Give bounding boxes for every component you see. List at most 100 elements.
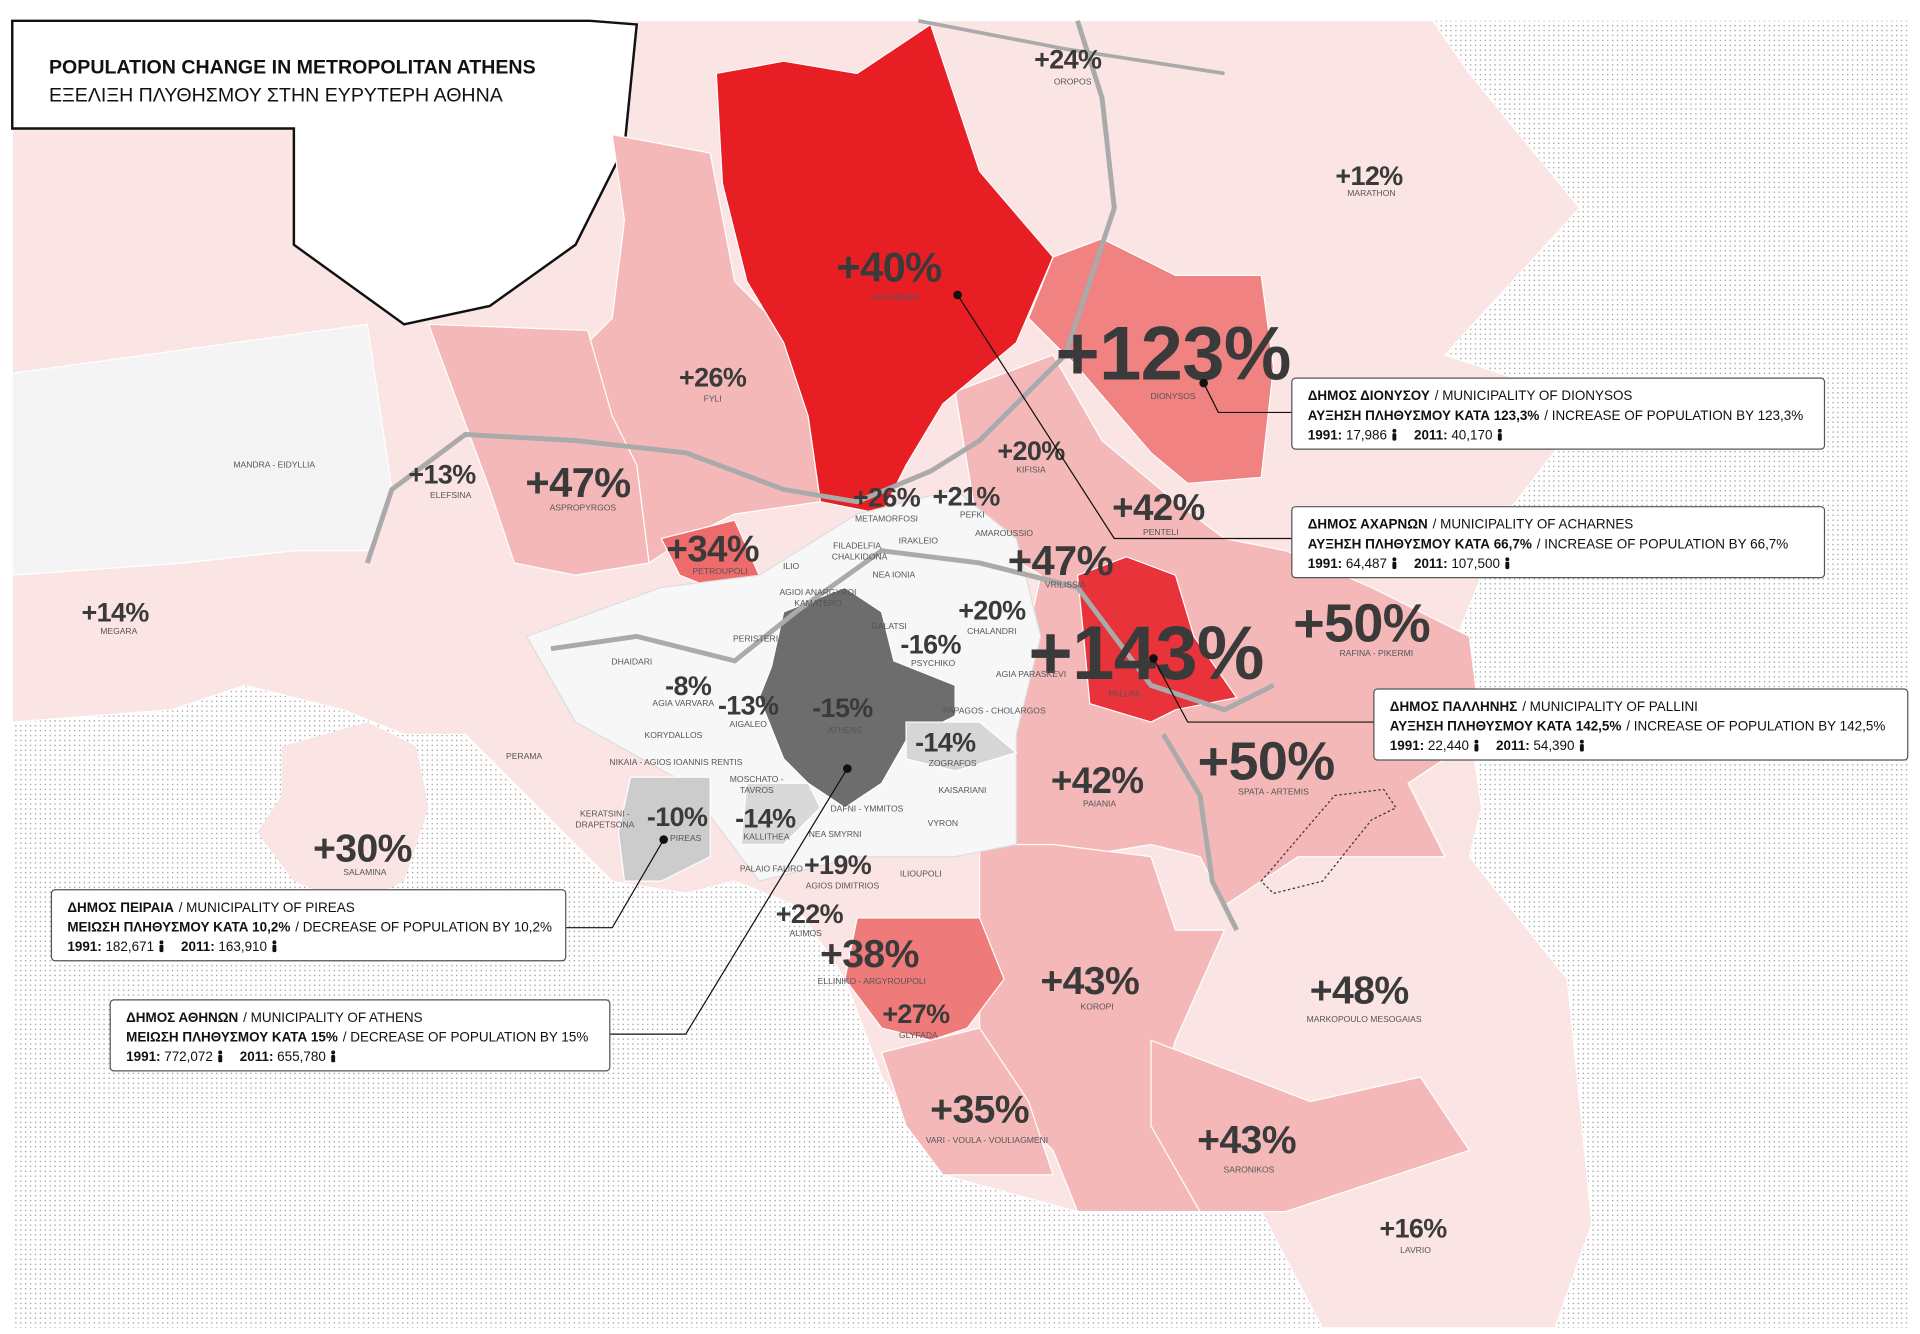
region-name: TAVROS (740, 785, 774, 795)
callout-year: 1991: (1390, 738, 1424, 753)
callout-population: 17,986 (1346, 427, 1387, 442)
vari-area (880, 1027, 1054, 1176)
callout-pop: 1991: 182,671 2011: 163,910 (67, 939, 267, 954)
callouts: ΔΗΜΟΣ ΔΙΟΝΥΣΟΥ / MUNICIPALITY OF DIONYSOS… (50, 290, 1909, 1072)
region-name: ELLINIKO - ARGYROUPOLI (818, 976, 926, 986)
person-icon (1474, 744, 1479, 752)
person-icon (1392, 561, 1397, 570)
region-name: PENTELI (1143, 527, 1179, 537)
leader-dot (659, 835, 668, 844)
region-name: AGIOS DIMITRIOS (806, 881, 880, 891)
callout-pop: 1991: 22,440 2011: 54,390 (1390, 738, 1575, 753)
region-name: SALAMINA (343, 867, 387, 877)
region-name: RAFINA - PIKERMI (1340, 648, 1414, 658)
leader-dot (1199, 378, 1208, 388)
subtitle: ΕΞΕΛΙΞΗ ΠΛΥΘΗΣΜΟΥ ΣΤΗΝ ΕΥΡΥΤΕΡΗ ΑΘΗΝΑ (49, 85, 504, 107)
callout-title: ΔΗΜΟΣ ΑΘΗΝΩΝ / MUNICIPALITY OF ATHENS (126, 1010, 423, 1025)
region-name: NEA IONIA (872, 570, 915, 580)
region-name: DIONYSOS (1150, 391, 1195, 401)
kallithea-area (740, 782, 822, 846)
region-name: FYLI (704, 393, 722, 403)
person-icon (1474, 739, 1479, 744)
callout-year: 2011: (240, 1049, 274, 1064)
region-change: +35% (930, 1088, 1029, 1131)
region-change: +24% (1034, 45, 1102, 75)
region-change: +30% (313, 828, 412, 871)
region-name: DHAIDARI (611, 657, 652, 667)
region-name: AGIA PARASKEVI (996, 669, 1066, 679)
callout-year: 2011: (181, 939, 215, 954)
region-change: +14% (82, 598, 150, 628)
callout-change-gr: ΜΕΙΩΣΗ ΠΛΗΘΥΣΜΟΥ ΚΑΤΑ 10,2% (67, 919, 290, 934)
person-icon (1505, 557, 1510, 562)
region-name: ELEFSINA (430, 490, 472, 500)
callout-change: ΜΕΙΩΣΗ ΠΛΗΘΥΣΜΟΥ ΚΑΤΑ 15% / DECREASE OF P… (126, 1030, 588, 1045)
person-icon (218, 1050, 223, 1055)
callout-pop: 1991: 17,986 2011: 40,170 (1308, 427, 1493, 442)
dionysos-area (1027, 237, 1275, 485)
region-change: +47% (1008, 537, 1113, 584)
person-icon (331, 1054, 336, 1063)
outside-area (11, 19, 639, 326)
callout-title-en: / MUNICIPALITY OF ACHARNES (1433, 517, 1634, 532)
person-icon (1392, 428, 1397, 433)
callout-population: 655,780 (277, 1049, 326, 1064)
callout-title-en: / MUNICIPALITY OF ATHENS (243, 1010, 422, 1025)
region-change: -10% (647, 802, 708, 832)
region-name: GALATSI (871, 621, 906, 631)
callout-change-en: / INCREASE OF POPULATION BY 66,7% (1537, 536, 1789, 551)
callout-change-gr: ΑΥΞΗΣΗ ΠΛΗΘΥΣΜΟΥ ΚΑΤΑ 142,5% (1390, 719, 1622, 734)
callout-title-en: / MUNICIPALITY OF DIONYSOS (1435, 388, 1633, 403)
region-change: +38% (820, 933, 919, 976)
leader-line (1203, 382, 1292, 414)
region-change: +50% (1198, 732, 1335, 792)
region-name: NIKAIA - AGIOS IOANNIS RENTIS (609, 757, 742, 767)
aspropyrgos-area (427, 323, 650, 576)
road (550, 548, 1275, 713)
region-name: AMAROUSSIO (975, 528, 1033, 538)
leader-dot (1149, 654, 1158, 663)
leader-line (609, 768, 848, 1035)
region-name: ILIOUPOLI (900, 868, 942, 878)
region-name: PALAIO FALIRO (740, 863, 803, 873)
region-name: KOROPI (1081, 1002, 1114, 1012)
region-change: +43% (1197, 1119, 1296, 1162)
person-icon (159, 944, 164, 953)
callout-change-gr: ΜΕΙΩΣΗ ΠΛΗΘΥΣΜΟΥ ΚΑΤΑ 15% (126, 1030, 338, 1045)
callout-change-gr: ΑΥΞΗΣΗ ΠΛΗΘΥΣΜΟΥ ΚΑΤΑ 123,3% (1308, 408, 1540, 423)
callout-population: 107,500 (1451, 556, 1500, 571)
callout-change-en: / DECREASE OF POPULATION BY 10,2% (295, 919, 552, 934)
road (1161, 733, 1239, 932)
callout-population: 163,910 (218, 939, 267, 954)
region-name: PERISTERI (733, 633, 778, 643)
region-change: +42% (1112, 487, 1205, 528)
region-name: MOSCHATO - (730, 774, 784, 784)
callout-title-gr: ΔΗΜΟΣ ΑΧΑΡΝΩΝ (1308, 517, 1428, 532)
leader-dot (843, 764, 852, 773)
callout-title-en: / MUNICIPALITY OF PALLINI (1522, 699, 1698, 714)
region-change: +123% (1055, 311, 1290, 396)
region-change: -14% (735, 803, 796, 833)
region-change: +26% (853, 483, 921, 513)
region-change: +50% (1293, 593, 1430, 653)
callout-title-gr: ΔΗΜΟΣ ΠΑΛΛΗΝΗΣ (1390, 699, 1518, 714)
callout-year: 2011: (1414, 556, 1448, 571)
region-name: CHALKIDONA (832, 551, 888, 561)
region-name: PAPAGOS - CHOLARGOS (943, 706, 1046, 716)
region-name: ATHENS (828, 725, 862, 735)
callout-population: 64,487 (1346, 556, 1387, 571)
callout-title: ΔΗΜΟΣ ΑΧΑΡΝΩΝ / MUNICIPALITY OF ACHARNES (1308, 517, 1634, 532)
region-name: MARATHON (1347, 188, 1395, 198)
region-change: -13% (718, 691, 779, 721)
region-change: +22% (776, 899, 844, 929)
person-icon (1392, 433, 1397, 441)
callout: ΔΗΜΟΣ ΔΙΟΝΥΣΟΥ / MUNICIPALITY OF DIONYSOS… (1199, 377, 1826, 450)
region-name: NEA SMYRNI (809, 829, 862, 839)
callout-population: 182,671 (105, 939, 154, 954)
callout-title: ΔΗΜΟΣ ΔΙΟΝΥΣΟΥ / MUNICIPALITY OF DIONYSOS (1308, 388, 1633, 403)
callout-year: 1991: (126, 1049, 160, 1064)
person-icon (1497, 433, 1502, 441)
region-change: +43% (1040, 960, 1139, 1003)
callout-title: ΔΗΜΟΣ ΠΕΙΡΑΙΑ / MUNICIPALITY OF PIREAS (67, 900, 354, 915)
